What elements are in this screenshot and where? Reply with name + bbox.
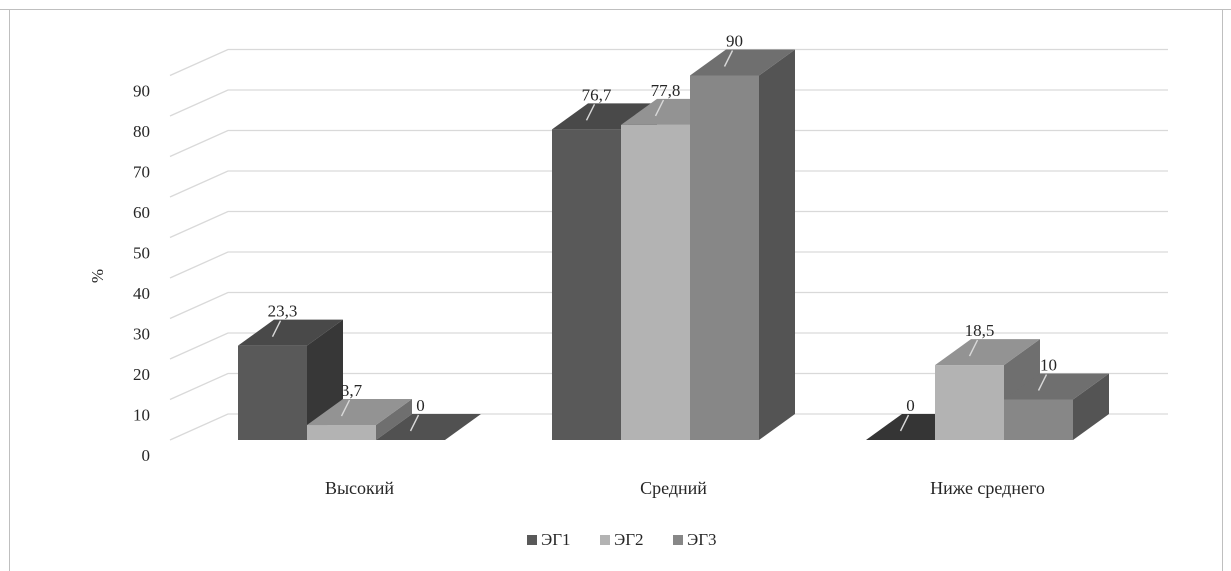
data-label: 18,5 xyxy=(965,321,995,340)
bar-side xyxy=(376,399,412,440)
bar xyxy=(307,399,412,440)
y-tick-label: 80 xyxy=(133,122,150,141)
legend-item: ЭГ3 xyxy=(673,530,717,549)
y-tick-label: 90 xyxy=(133,82,150,101)
data-label-leader xyxy=(654,99,665,117)
gridline xyxy=(169,332,1168,360)
bar-top xyxy=(1004,373,1109,400)
bar-top xyxy=(307,399,412,426)
gridlines xyxy=(169,48,1168,441)
bar-top xyxy=(238,319,343,346)
y-axis-label: % xyxy=(88,269,107,283)
data-label-leader xyxy=(271,320,282,337)
bar-front xyxy=(307,425,376,440)
gridline xyxy=(169,48,1168,77)
legend-label: ЭГ2 xyxy=(614,530,644,549)
legend-swatch xyxy=(673,535,683,545)
category-label: Ниже среднего xyxy=(930,478,1045,498)
data-label: 23,3 xyxy=(268,302,298,321)
data-label-leader xyxy=(968,339,979,357)
legend-label: ЭГ1 xyxy=(541,530,571,549)
legend-item: ЭГ1 xyxy=(527,530,571,549)
y-tick-label: 70 xyxy=(133,163,150,182)
data-label-leader xyxy=(1037,374,1048,391)
bar xyxy=(1004,373,1109,440)
category-label: Средний xyxy=(640,478,707,498)
data-label: 77,8 xyxy=(651,81,681,100)
y-tick-label: 40 xyxy=(133,284,150,303)
gridline xyxy=(169,372,1168,401)
data-label: 10 xyxy=(1040,356,1057,375)
gridline xyxy=(169,89,1168,117)
data-label: 90 xyxy=(726,32,743,51)
legend-label: ЭГ3 xyxy=(687,530,717,549)
bar-side xyxy=(759,49,795,440)
bar-front xyxy=(621,124,690,440)
bar-front xyxy=(238,345,307,440)
data-label-leader xyxy=(899,414,910,432)
y-axis-tick-labels: 0 10 20 30 40 50 60 70 80 90 xyxy=(133,82,150,466)
category-label: Высокий xyxy=(325,478,394,498)
y-tick-label: 30 xyxy=(133,325,150,344)
gridline xyxy=(169,291,1168,320)
data-labels: 23,3 3,7 0 76,7 77,8 90 0 18,5 10 xyxy=(268,32,1057,432)
legend-item: ЭГ2 xyxy=(600,530,644,549)
bar-side xyxy=(1073,373,1109,440)
y-tick-label: 10 xyxy=(133,406,150,425)
bar-top xyxy=(690,49,795,76)
gridline xyxy=(169,170,1168,198)
y-tick-label: 50 xyxy=(133,244,150,263)
gridline xyxy=(169,413,1168,441)
gridline xyxy=(169,210,1168,239)
data-label-leader xyxy=(340,399,351,417)
bar-front xyxy=(552,129,621,441)
legend: ЭГ1 ЭГ2 ЭГ3 xyxy=(527,530,717,549)
data-label-leader xyxy=(409,414,420,432)
data-label-leader xyxy=(723,50,734,67)
y-tick-label: 60 xyxy=(133,203,150,222)
legend-swatch xyxy=(600,535,610,545)
y-tick-label: 20 xyxy=(133,365,150,384)
data-label: 76,7 xyxy=(582,85,612,104)
bar-top xyxy=(935,339,1040,366)
gridline xyxy=(169,129,1168,158)
legend-swatch xyxy=(527,535,537,545)
data-label-leader xyxy=(585,104,596,121)
bar-front xyxy=(935,365,1004,440)
bar xyxy=(376,414,481,440)
bar-front xyxy=(690,75,759,440)
y-tick-label: 0 xyxy=(142,446,151,465)
data-label: 0 xyxy=(906,396,915,415)
bar xyxy=(690,49,795,440)
data-label: 0 xyxy=(416,396,425,415)
gridline xyxy=(169,251,1168,279)
bar-top xyxy=(552,103,657,130)
category-labels: Высокий Средний Ниже среднего xyxy=(325,478,1045,498)
data-label: 3,7 xyxy=(341,381,363,400)
bar-front xyxy=(1004,399,1073,440)
bar-top xyxy=(376,414,481,440)
bars xyxy=(238,49,1109,441)
